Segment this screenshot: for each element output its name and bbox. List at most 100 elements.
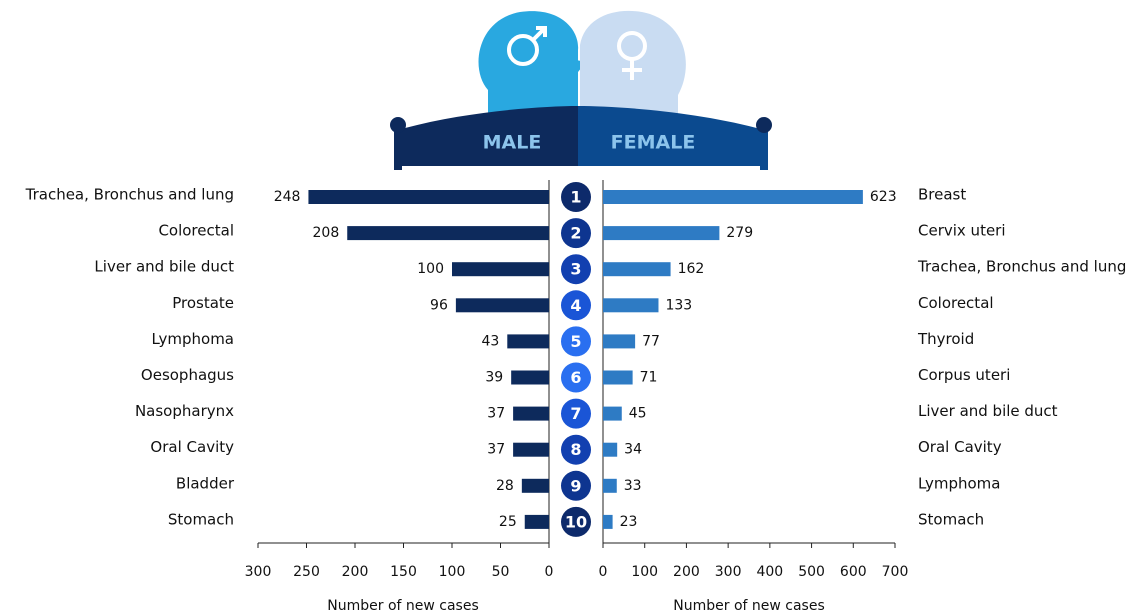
- rank-number: 9: [570, 476, 581, 495]
- x-tick-label: 100: [439, 564, 466, 580]
- category-label: Breast: [918, 186, 966, 204]
- value-label: 23: [620, 514, 638, 530]
- rank-number: 3: [570, 260, 581, 279]
- rank-badge: [561, 362, 591, 393]
- rank-badge: [561, 326, 591, 357]
- value-label: 33: [624, 478, 642, 494]
- bar: [521, 478, 549, 493]
- bar: [603, 262, 671, 277]
- category-label: Trachea, Bronchus and lung: [25, 186, 234, 204]
- rank-badge: [561, 290, 591, 321]
- bar: [603, 370, 633, 385]
- bar: [511, 370, 549, 385]
- bar: [603, 514, 613, 529]
- value-label: 279: [726, 225, 753, 241]
- bar: [603, 334, 636, 349]
- value-label: 248: [274, 189, 301, 205]
- x-tick-label: 200: [342, 564, 369, 580]
- value-label: 25: [499, 514, 517, 530]
- bar: [347, 226, 549, 241]
- bar: [603, 478, 617, 493]
- rank-badge: [561, 506, 591, 537]
- x-tick-label: 500: [798, 564, 825, 580]
- x-axis-label: Number of new cases: [673, 598, 825, 614]
- rank-number: 1: [570, 188, 581, 207]
- rank-badge: [561, 182, 591, 212]
- x-tick-label: 200: [673, 564, 700, 580]
- value-label: 133: [665, 297, 692, 313]
- category-label: Stomach: [168, 510, 234, 528]
- x-tick-label: 300: [245, 564, 272, 580]
- rank-badge: [561, 434, 591, 465]
- category-label: Trachea, Bronchus and lung: [917, 258, 1126, 276]
- value-label: 43: [481, 333, 499, 349]
- bar: [524, 514, 549, 529]
- value-label: 37: [487, 442, 505, 458]
- rank-number: 5: [570, 332, 581, 351]
- rank-number: 10: [565, 512, 587, 531]
- bar: [513, 442, 549, 457]
- value-label: 34: [624, 442, 642, 458]
- value-label: 77: [642, 333, 660, 349]
- x-tick-label: 300: [715, 564, 742, 580]
- value-label: 208: [313, 225, 340, 241]
- x-tick-label: 50: [492, 564, 510, 580]
- category-label: Cervix uteri: [918, 222, 1006, 240]
- rank-number: 6: [570, 368, 581, 387]
- rank-number: 4: [570, 296, 581, 315]
- rank-badge: [561, 218, 591, 249]
- x-tick-label: 0: [545, 564, 554, 580]
- header-icon: [390, 10, 772, 170]
- x-tick-label: 0: [599, 564, 608, 580]
- bar: [308, 190, 549, 204]
- bar: [452, 262, 549, 277]
- category-label: Lymphoma: [152, 330, 234, 348]
- value-label: 28: [496, 478, 514, 494]
- category-label: Oesophagus: [141, 366, 234, 384]
- category-label: Stomach: [918, 510, 984, 528]
- category-label: Prostate: [172, 294, 234, 312]
- rank-badge: [561, 398, 591, 429]
- bar: [507, 334, 549, 349]
- bar: [513, 406, 549, 421]
- rank-number: 2: [570, 224, 581, 243]
- x-tick-label: 700: [882, 564, 909, 580]
- female-title: FEMALE: [611, 132, 696, 154]
- x-axis-label: Number of new cases: [327, 598, 479, 614]
- category-label: Liver and bile duct: [94, 258, 234, 276]
- bar: [603, 226, 720, 241]
- category-label: Lymphoma: [918, 474, 1000, 492]
- x-tick-label: 100: [631, 564, 658, 580]
- category-label: Oral Cavity: [918, 438, 1002, 456]
- category-label: Liver and bile duct: [918, 402, 1058, 420]
- category-label: Colorectal: [918, 294, 994, 312]
- category-label: Oral Cavity: [150, 438, 234, 456]
- bar: [603, 406, 622, 421]
- value-label: 37: [487, 406, 505, 422]
- rank-badge: [561, 470, 591, 501]
- x-tick-label: 400: [756, 564, 783, 580]
- category-label: Corpus uteri: [918, 366, 1010, 384]
- value-label: 96: [430, 297, 448, 313]
- category-label: Thyroid: [917, 330, 974, 348]
- category-label: Bladder: [176, 474, 235, 492]
- x-tick-label: 150: [390, 564, 417, 580]
- value-label: 45: [629, 406, 647, 422]
- bar: [603, 442, 618, 457]
- value-label: 162: [678, 261, 705, 277]
- bar: [603, 190, 863, 204]
- bar: [603, 298, 659, 313]
- bar: [455, 298, 549, 313]
- value-label: 623: [870, 189, 897, 205]
- value-label: 100: [417, 261, 444, 277]
- category-label: Colorectal: [158, 222, 234, 240]
- x-tick-label: 600: [840, 564, 867, 580]
- rank-badge: [561, 254, 591, 285]
- male-title: MALE: [483, 132, 542, 154]
- x-tick-label: 250: [293, 564, 320, 580]
- rank-number: 7: [570, 404, 581, 423]
- value-label: 71: [640, 370, 658, 386]
- category-label: Nasopharynx: [135, 402, 234, 420]
